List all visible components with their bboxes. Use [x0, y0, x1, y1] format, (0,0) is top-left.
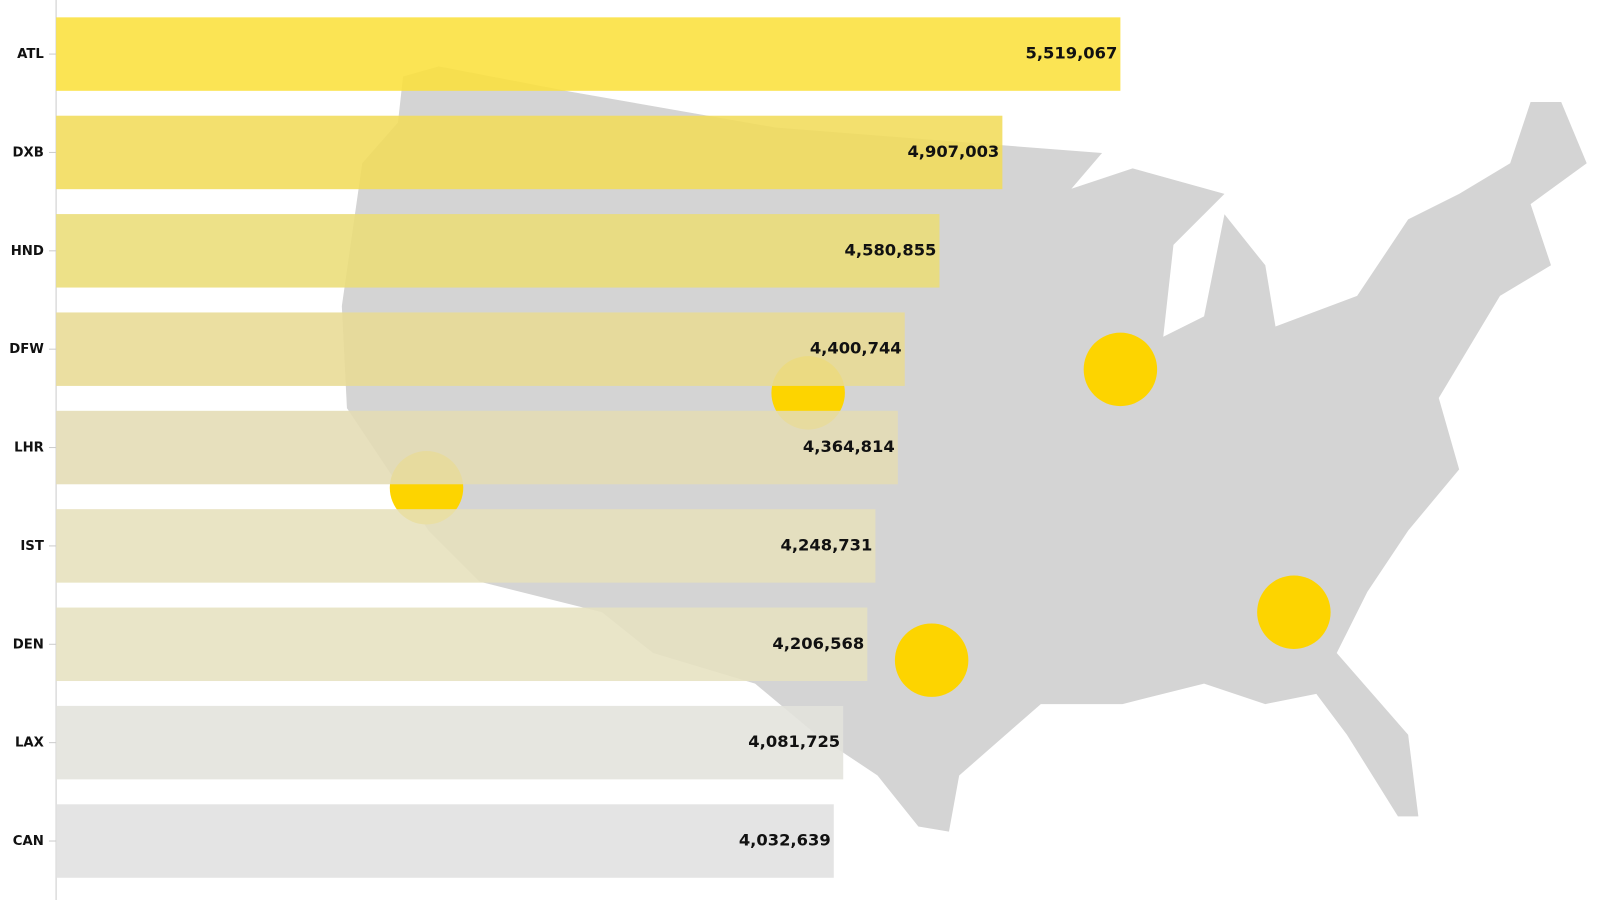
y-tick-label: LHR — [14, 441, 44, 456]
bar — [56, 607, 868, 682]
value-label: 4,032,639 — [739, 831, 831, 850]
y-tick-label: LAX — [15, 736, 44, 751]
y-tick-label: DEN — [13, 637, 44, 652]
bar — [56, 115, 1003, 190]
bar — [56, 804, 834, 878]
value-label: 4,081,725 — [748, 732, 840, 751]
bars: 5,519,067 ATL 4,907,003 DXB 4,580,855 HND 4,40… — [9, 17, 1121, 878]
airport-dot — [894, 623, 969, 697]
value-label: 4,206,568 — [772, 634, 864, 653]
bar — [56, 509, 876, 583]
bar — [56, 214, 940, 288]
y-tick-label: ATL — [17, 47, 44, 62]
y-tick-label: CAN — [13, 834, 44, 849]
value-label: 5,519,067 — [1025, 44, 1117, 63]
value-label: 4,907,003 — [907, 142, 999, 161]
y-tick-label: DXB — [13, 145, 44, 160]
value-label: 4,400,744 — [810, 339, 902, 358]
bar — [56, 705, 844, 780]
bar — [56, 17, 1121, 91]
airport-dot — [1257, 575, 1331, 649]
y-tick-label: HND — [11, 244, 44, 259]
value-label: 4,364,814 — [803, 437, 895, 456]
y-tick-label: IST — [20, 539, 44, 554]
airport-dot — [1083, 332, 1158, 407]
value-label: 4,248,731 — [781, 535, 873, 554]
bar — [56, 410, 898, 485]
plot: 5,519,067 ATL 4,907,003 DXB 4,580,855 HND 4,40… — [9, 0, 1587, 900]
value-label: 4,580,855 — [845, 240, 937, 259]
y-tick-label: DFW — [9, 342, 44, 357]
bar — [56, 312, 905, 386]
